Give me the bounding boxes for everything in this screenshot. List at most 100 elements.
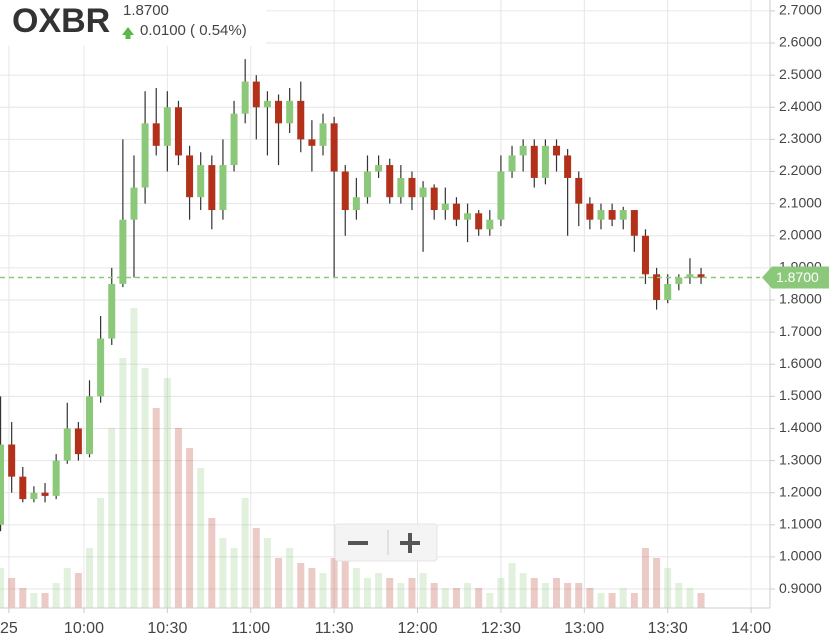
volume-bar: [375, 573, 383, 608]
last-price-tag: [762, 266, 829, 289]
candle-body: [541, 145, 549, 178]
volume-bar: [197, 468, 205, 608]
volume-bar: [297, 563, 305, 608]
candle-body: [197, 165, 205, 198]
zoom-controls: [334, 523, 438, 562]
volume-bar: [130, 308, 138, 608]
volume-bar: [308, 568, 316, 608]
candle-body: [553, 145, 561, 156]
y-tick-label: 2.5000: [779, 66, 822, 82]
candle-body: [497, 171, 505, 220]
volume-bar: [97, 498, 105, 608]
volume-bar: [286, 548, 294, 608]
zoom-out[interactable]: [348, 541, 368, 545]
volume-bar: [675, 583, 683, 608]
candle-body: [41, 492, 49, 496]
volume-bar: [186, 448, 194, 608]
volume-bar: [464, 583, 472, 608]
volume-bar: [152, 408, 160, 608]
volume-bar: [163, 378, 171, 608]
volume-bar: [519, 573, 527, 608]
volume-bar: [208, 518, 216, 608]
candle-body: [286, 100, 294, 124]
volume-bar: [608, 593, 616, 608]
y-tick-label: 0.9000: [779, 580, 822, 596]
candle-body: [241, 81, 249, 114]
candle-body: [597, 210, 605, 220]
price: 1.8700: [123, 2, 169, 19]
y-tick-label: 1.6000: [779, 355, 822, 371]
volume-bar: [41, 593, 49, 608]
x-tick-label: 11:00: [231, 620, 270, 637]
y-tick-label: 1.1000: [779, 516, 822, 532]
zoom-in[interactable]: [400, 533, 420, 553]
volume-bar: [430, 583, 438, 608]
candle-body: [630, 210, 638, 236]
volume-bar: [553, 578, 561, 608]
volume-bar: [352, 568, 360, 608]
volume-bar: [108, 428, 116, 608]
candle-body: [664, 283, 672, 300]
volume-bar: [275, 558, 283, 608]
volume-bar: [586, 588, 594, 608]
y-tick-label: 1.0000: [779, 548, 822, 564]
candle-body: [352, 197, 360, 211]
candle-body: [586, 203, 594, 220]
x-tick-label: 11:30: [315, 620, 354, 637]
symbol: OXBR: [12, 2, 110, 40]
y-tick-label: 1.8000: [779, 291, 822, 307]
volume-bar: [686, 588, 694, 608]
volume-bar: [252, 528, 260, 608]
candle-body: [63, 428, 71, 461]
candle-body: [608, 210, 616, 220]
volume-bar: [653, 558, 661, 608]
candle-body: [52, 460, 60, 496]
candle-body: [319, 123, 327, 146]
volume-bar: [19, 588, 27, 608]
y-tick-label: 1.2000: [779, 483, 822, 499]
candle-body: [86, 396, 94, 455]
candle-body: [641, 235, 649, 275]
candle-body: [408, 177, 416, 198]
volume-bar: [619, 588, 627, 608]
volume-bar: [452, 588, 460, 608]
candle-body: [686, 274, 694, 278]
y-tick-label: 1.3000: [779, 451, 822, 467]
last-price-label: 1.8700: [776, 269, 819, 285]
y-tick-label: 2.4000: [779, 98, 822, 114]
candle-body: [0, 444, 5, 525]
volume-bar: [397, 583, 405, 608]
y-tick-label: 1.7000: [779, 323, 822, 339]
volume-bar: [119, 358, 127, 608]
volume-bar: [363, 578, 371, 608]
volume-bar: [630, 593, 638, 608]
volume-bar: [263, 538, 271, 608]
change: 0.0100 ( 0.54%): [140, 22, 247, 39]
volume-bar: [664, 568, 672, 608]
candle-body: [452, 203, 460, 220]
x-tick-label: 10:00: [64, 620, 104, 637]
candle-body: [108, 283, 116, 339]
volume-bar: [319, 573, 327, 608]
y-tick-label: 2.7000: [779, 2, 822, 18]
volume-bar: [241, 498, 249, 608]
volume-bar: [497, 578, 505, 608]
candle-body: [297, 100, 305, 140]
candle-body: [375, 165, 383, 172]
candle-body: [464, 213, 472, 220]
up-arrow: [122, 27, 134, 39]
x-tick-label: 13:30: [648, 620, 688, 637]
candle-body: [19, 476, 27, 500]
y-tick-label: 1.5000: [779, 387, 822, 403]
candle-body: [163, 107, 171, 146]
candle-body: [519, 145, 527, 156]
volume-bar: [52, 583, 60, 608]
x-tick-label: 12:00: [398, 620, 438, 637]
candle-body: [363, 171, 371, 198]
volume-bar: [386, 578, 394, 608]
candle-body: [8, 444, 16, 477]
candle-body: [441, 203, 449, 211]
volume-bar: [341, 548, 349, 608]
candle-body: [174, 107, 182, 156]
